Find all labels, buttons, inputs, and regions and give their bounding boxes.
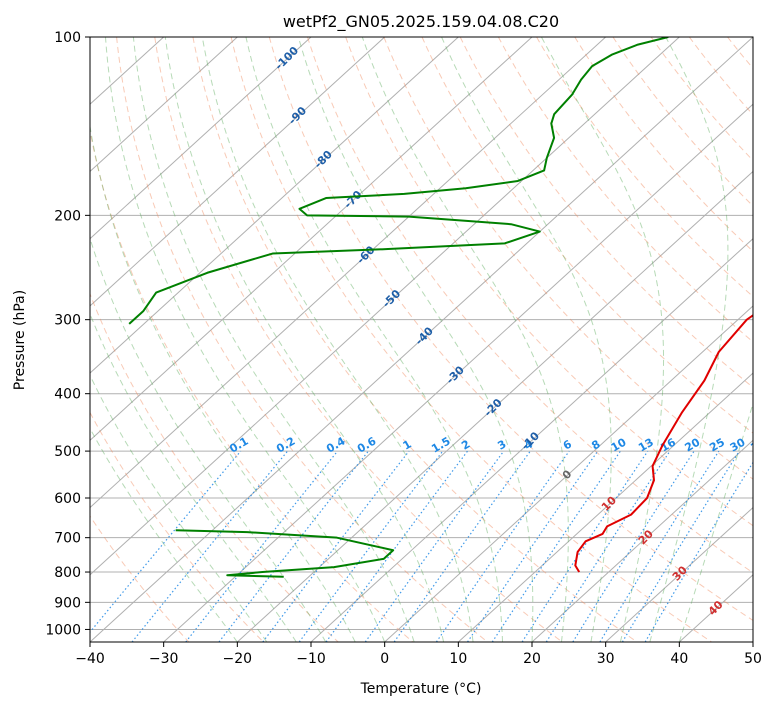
moist-adiabat bbox=[678, 401, 753, 642]
dry-adiabat bbox=[421, 37, 753, 434]
mixing-ratio-line bbox=[491, 450, 621, 642]
y-axis-label: Pressure (hPa) bbox=[12, 290, 28, 390]
isotherm-line bbox=[310, 237, 753, 642]
moist-adiabat bbox=[245, 37, 504, 642]
dry-adiabat bbox=[90, 292, 339, 642]
isotherm-line bbox=[457, 372, 753, 642]
isotherm-line bbox=[90, 37, 680, 576]
moist-adiabat bbox=[90, 312, 297, 642]
moist-adiabat bbox=[201, 37, 474, 642]
dry-adiabat bbox=[345, 37, 753, 527]
mixing-ratio-line bbox=[572, 450, 695, 642]
moist-adiabat bbox=[90, 123, 356, 642]
y-tick-label: 100 bbox=[54, 30, 81, 46]
mixing-ratio-line bbox=[131, 450, 289, 642]
mixing-ratio-line bbox=[185, 450, 339, 642]
plot-frame bbox=[89, 36, 754, 643]
x-tick-label: 0 bbox=[380, 651, 389, 667]
moist-adiabat bbox=[164, 37, 445, 642]
y-tick-label: 1000 bbox=[45, 622, 81, 638]
isotherm-line bbox=[90, 37, 607, 509]
moist-adiabat bbox=[441, 37, 612, 642]
dewpoint-profile-line bbox=[128, 37, 669, 325]
x-tick-label: −40 bbox=[75, 651, 105, 667]
mixing-ratio-line bbox=[621, 450, 740, 642]
mixing-ratio-line bbox=[521, 450, 649, 642]
moist-adiabat bbox=[132, 37, 415, 642]
moist-adiabat bbox=[90, 374, 268, 642]
y-tick-label: 700 bbox=[54, 531, 81, 547]
dry-adiabat bbox=[90, 128, 414, 642]
sounding-profiles bbox=[128, 37, 753, 578]
mixing-ratio-line bbox=[435, 450, 570, 642]
y-axis: 100 200 300 400 500 600 700 800 900 1000 bbox=[45, 30, 90, 638]
mixing-ratio-line bbox=[545, 450, 671, 642]
x-tick-label: 30 bbox=[597, 651, 615, 667]
y-tick-label: 500 bbox=[54, 444, 81, 460]
x-tick-label: −20 bbox=[223, 651, 253, 667]
isotherm-line bbox=[384, 305, 753, 642]
moist-adiabat bbox=[297, 37, 534, 642]
y-tick-label: 600 bbox=[54, 491, 81, 507]
y-tick-label: 300 bbox=[54, 313, 81, 329]
dry-adiabat bbox=[192, 37, 638, 642]
y-tick-label: 200 bbox=[54, 208, 81, 224]
moist-adiabat bbox=[540, 37, 665, 642]
mixing-ratio-line bbox=[393, 450, 531, 642]
temperature-profile-line bbox=[574, 314, 753, 573]
dry-adiabat bbox=[536, 37, 753, 298]
y-tick-label: 400 bbox=[54, 387, 81, 403]
dry-adiabat bbox=[268, 37, 753, 622]
x-axis-label: Temperature (°C) bbox=[360, 681, 482, 697]
dry-adiabat bbox=[383, 37, 753, 480]
y-tick-label: 900 bbox=[54, 595, 81, 611]
isotherm-line bbox=[531, 439, 753, 642]
isotherm-line bbox=[163, 103, 753, 642]
mixing-ratio-line bbox=[90, 450, 242, 634]
y-tick-label: 800 bbox=[54, 565, 81, 581]
x-axis: −40 −30 −20 −10 0 10 20 30 40 50 bbox=[75, 642, 762, 667]
dry-adiabat bbox=[574, 37, 753, 252]
isotherm-line bbox=[90, 37, 753, 642]
mixing-ratio-label: 36 bbox=[748, 435, 768, 454]
dry-adiabat bbox=[154, 37, 563, 642]
isotherm-line bbox=[605, 506, 753, 642]
x-tick-label: 40 bbox=[670, 651, 688, 667]
x-tick-label: 50 bbox=[744, 651, 762, 667]
dry-adiabat bbox=[90, 411, 264, 642]
moist-adiabat bbox=[90, 427, 238, 642]
mixing-ratio-line bbox=[325, 450, 469, 642]
x-tick-label: 20 bbox=[523, 651, 541, 667]
moist-adiabat bbox=[90, 236, 327, 642]
x-tick-label: 10 bbox=[449, 651, 467, 667]
thermodynamic-reference-lines bbox=[90, 37, 753, 642]
x-tick-label: −10 bbox=[296, 651, 326, 667]
moist-adiabat bbox=[361, 37, 569, 642]
isotherm-line bbox=[90, 37, 238, 173]
x-tick-label: −30 bbox=[149, 651, 179, 667]
dry-adiabat bbox=[116, 37, 488, 642]
isotherm-line bbox=[90, 37, 459, 374]
moist-adiabat bbox=[104, 37, 386, 642]
isotherm-line bbox=[236, 170, 753, 642]
dry-adiabat bbox=[307, 37, 753, 574]
isotherm-line bbox=[90, 37, 533, 442]
moist-adiabat bbox=[649, 37, 729, 642]
mixing-ratio-line bbox=[262, 450, 410, 642]
dry-adiabat bbox=[230, 37, 712, 642]
mixing-ratio-line bbox=[364, 450, 505, 642]
dewpoint-profile-line bbox=[175, 529, 395, 578]
mixing-ratio-line bbox=[467, 450, 599, 642]
isotherm-line bbox=[90, 37, 312, 240]
isotherm-line bbox=[90, 37, 386, 307]
chart-title: wetPf2_GN05.2025.159.04.08.C20 bbox=[283, 12, 559, 32]
